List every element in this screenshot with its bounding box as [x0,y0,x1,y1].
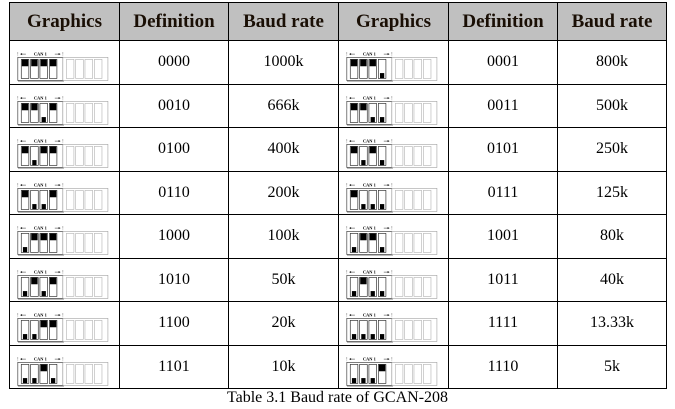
svg-text:CAN 1: CAN 1 [33,51,46,56]
svg-text:CAN 1: CAN 1 [362,95,375,100]
svg-text:CAN 1: CAN 1 [33,225,46,230]
svg-text:CAN 1: CAN 1 [362,182,375,187]
svg-text:CAN 1: CAN 1 [33,269,46,274]
svg-text:CAN 1: CAN 1 [33,356,46,361]
svg-text:CAN 1: CAN 1 [362,269,375,274]
svg-text:CAN 1: CAN 1 [362,138,375,143]
svg-text:CAN 1: CAN 1 [33,182,46,187]
svg-text:CAN 1: CAN 1 [362,312,375,317]
svg-text:CAN 1: CAN 1 [33,138,46,143]
svg-text:CAN 1: CAN 1 [362,225,375,230]
svg-text:CAN 1: CAN 1 [362,51,375,56]
svg-text:CAN 1: CAN 1 [362,356,375,361]
svg-text:CAN 1: CAN 1 [33,312,46,317]
svg-text:CAN 1: CAN 1 [33,95,46,100]
